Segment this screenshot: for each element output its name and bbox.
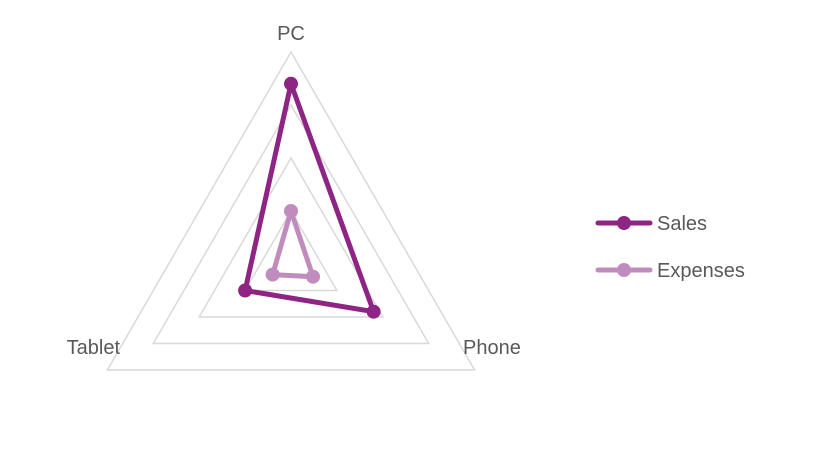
- grid-ring-1: [243, 209, 339, 292]
- axis-label-pc: PC: [277, 23, 305, 45]
- legend-label-expenses: Expenses: [657, 260, 745, 282]
- axis-label-phone: Phone: [463, 337, 521, 359]
- radar-grid: [106, 50, 476, 371]
- legend-label-sales: Sales: [657, 213, 707, 235]
- grid-ring-2: [197, 156, 385, 318]
- series-line-sales: [242, 81, 377, 315]
- legend-item-sales: Sales: [595, 213, 707, 235]
- grid-ring-3: [152, 103, 430, 345]
- legend-marker-sales: [617, 216, 631, 230]
- legend-marker-expenses: [617, 263, 631, 277]
- grid-ring-4: [106, 50, 476, 371]
- legend: Sales Expenses: [595, 213, 745, 282]
- point-expenses-pc: [284, 204, 298, 218]
- point-expenses-tablet: [265, 267, 280, 282]
- series-line-expenses: [270, 208, 316, 280]
- point-sales-tablet: [238, 283, 253, 298]
- legend-item-expenses: Expenses: [595, 260, 745, 282]
- point-expenses-phone: [306, 269, 321, 284]
- axis-label-tablet: Tablet: [67, 337, 121, 359]
- point-sales-phone: [366, 304, 381, 319]
- series-layer: [238, 76, 381, 319]
- point-sales-pc: [284, 76, 298, 91]
- axis-labels: PC Phone Tablet: [67, 23, 521, 359]
